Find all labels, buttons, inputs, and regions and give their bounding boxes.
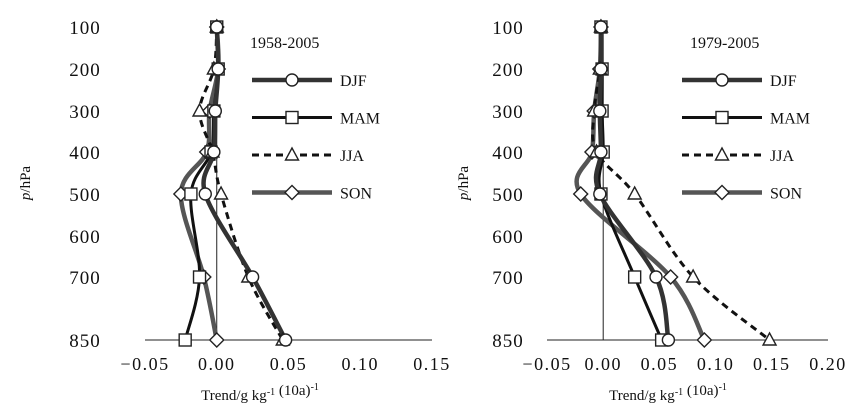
data-point-djf — [245, 270, 260, 284]
y-tick-label: 500 — [69, 185, 101, 206]
legend-marker-son — [284, 184, 300, 201]
x-tick-label: 0.15 — [753, 354, 791, 374]
data-point-djf — [661, 333, 676, 347]
legend-marker-jja — [714, 146, 730, 161]
x-tick-label: 0.05 — [641, 354, 679, 374]
data-point-djf — [649, 270, 663, 284]
y-tick-label: 200 — [69, 60, 101, 81]
y-axis-label: p/hPa — [18, 166, 34, 202]
x-tick-label: 0.10 — [697, 354, 735, 374]
y-tick-label: 300 — [69, 102, 101, 123]
data-point-mam — [178, 333, 192, 347]
y-axis-label: p/hPa — [456, 166, 472, 202]
y-tick-label: 100 — [492, 18, 524, 39]
data-point-jja — [626, 185, 643, 200]
x-tick-label: −0.05 — [522, 354, 571, 374]
period-label: 1958-2005 — [250, 35, 319, 52]
data-point-djf — [593, 187, 607, 201]
panel-1958-2005: 100 200 300 400 500 600 700 850 p/hPa −0.05 0.00 0.… — [18, 18, 451, 404]
data-point-djf — [593, 104, 607, 118]
y-tick-label: 600 — [492, 227, 524, 248]
data-point-son — [572, 186, 589, 202]
x-tick-label: 0.10 — [342, 354, 380, 374]
x-tick-label: 0.15 — [413, 354, 451, 374]
data-point-djf — [594, 145, 608, 159]
y-tick-label: 300 — [492, 102, 524, 123]
period-label: 1979-2005 — [690, 35, 759, 52]
y-tick-label: 600 — [69, 227, 101, 248]
x-tick-label: 0.00 — [584, 354, 622, 374]
data-point-djf — [210, 20, 224, 34]
data-point-mam — [627, 270, 642, 284]
x-axis-label: Trend/g kg-1 (10a)-1 — [201, 382, 319, 404]
data-point-djf — [198, 187, 212, 201]
y-tick-label: 700 — [492, 268, 524, 289]
x-tick-label: 0.00 — [198, 354, 236, 374]
data-point-djf — [207, 145, 221, 159]
legend-marker-djf — [285, 73, 299, 87]
y-tick-label: 400 — [69, 143, 101, 164]
data-point-djf — [211, 62, 225, 76]
y-tick-label: 400 — [492, 143, 524, 164]
x-tick-label: 0.05 — [270, 354, 308, 374]
legend-marker-jja — [284, 146, 300, 161]
data-point-djf — [278, 333, 293, 347]
legend-marker-mam — [715, 110, 729, 125]
data-point-son — [696, 332, 713, 348]
legend-label-mam: MAM — [770, 111, 810, 128]
data-point-djf — [594, 62, 608, 76]
legend-label-djf: DJF — [340, 73, 367, 90]
data-point-djf — [208, 104, 223, 118]
y-tick-label: 200 — [492, 60, 524, 81]
y-tick-label: 700 — [69, 268, 101, 289]
data-point-mam — [192, 270, 207, 284]
data-point-mam — [184, 187, 198, 201]
data-point-son — [208, 332, 225, 348]
legend-label-jja: JJA — [770, 148, 794, 165]
x-tick-label: 0.20 — [809, 354, 847, 374]
legend-label-son: SON — [340, 186, 372, 203]
y-tick-label: 100 — [69, 18, 101, 39]
panel-1979-2005: 100 200 300 400 500 600 700 850 p/hPa −0.05 0.00 0.… — [456, 18, 847, 404]
data-point-jja — [213, 185, 229, 200]
y-tick-label: 850 — [69, 331, 101, 352]
x-tick-label: −0.05 — [120, 354, 169, 374]
legend-label-son: SON — [770, 186, 802, 203]
y-tick-label: 850 — [492, 331, 524, 352]
legend-label-djf: DJF — [770, 73, 797, 90]
legend-marker-djf — [715, 73, 729, 87]
data-point-jja — [761, 331, 778, 346]
data-point-djf — [594, 20, 608, 34]
data-point-son — [662, 269, 679, 285]
legend-label-jja: JJA — [340, 148, 364, 165]
y-tick-label: 500 — [492, 185, 524, 206]
data-point-jja — [191, 102, 208, 117]
legend-marker-mam — [285, 110, 299, 125]
legend-marker-son — [714, 184, 730, 201]
legend-label-mam: MAM — [340, 111, 380, 128]
data-point-jja — [685, 268, 701, 283]
x-axis-label: Trend/g kg-1 (10a)-1 — [609, 382, 727, 404]
